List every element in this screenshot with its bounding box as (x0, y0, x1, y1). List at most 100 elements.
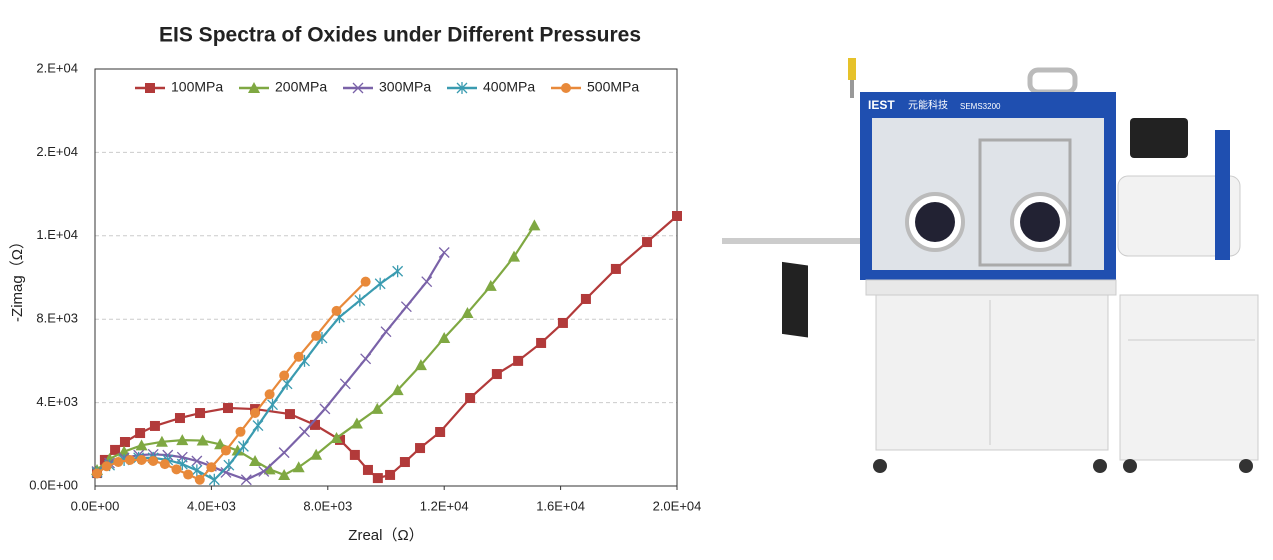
marker (248, 82, 260, 93)
marker (195, 408, 206, 419)
marker (435, 426, 446, 437)
marker (299, 426, 310, 438)
marker (380, 326, 392, 338)
pipe (1027, 67, 1078, 95)
screen (1130, 118, 1188, 158)
logo: IEST (868, 98, 895, 112)
marker (484, 279, 497, 291)
marker (310, 448, 323, 460)
marker (135, 439, 148, 451)
marker (191, 455, 203, 467)
marker (309, 419, 320, 430)
marker (174, 413, 185, 424)
y-axis-label: -Zimag（Ω） (9, 234, 26, 322)
x-tick-label: 0.0E+00 (71, 498, 120, 513)
wheel (1123, 459, 1137, 473)
marker (580, 293, 591, 304)
marker (672, 210, 682, 221)
marker (148, 455, 159, 466)
marker (279, 370, 290, 381)
marker (319, 403, 331, 415)
marker (349, 449, 360, 460)
antechamber (1117, 175, 1241, 257)
marker (278, 468, 291, 480)
marker (220, 445, 231, 456)
marker (642, 237, 653, 248)
marker (119, 437, 130, 448)
marker (145, 83, 155, 93)
marker (284, 409, 295, 420)
marker (385, 469, 396, 480)
marker (461, 306, 474, 318)
marker (159, 459, 170, 470)
marker (149, 420, 160, 431)
marker (258, 465, 270, 477)
marker (124, 454, 135, 465)
marker (528, 219, 541, 231)
legend-label: 100MPa (171, 79, 223, 95)
chart-title: EIS Spectra of Oxides under Different Pr… (159, 24, 641, 47)
marker (352, 82, 364, 94)
marker (194, 474, 205, 485)
marker (252, 419, 264, 432)
marker (391, 384, 404, 396)
marker (235, 426, 246, 437)
marker (237, 440, 249, 453)
model: SEMS3200 (960, 102, 1001, 111)
marker (331, 305, 342, 316)
wheel (1239, 459, 1253, 473)
marker (354, 294, 366, 307)
marker (400, 301, 412, 313)
marker (508, 250, 521, 262)
x-tick-label: 2.0E+04 (653, 498, 702, 513)
x-tick-label: 4.0E+03 (187, 498, 236, 513)
marker (267, 398, 278, 411)
marker (360, 276, 371, 287)
marker (110, 444, 121, 455)
marker (374, 277, 386, 290)
marker (208, 473, 220, 486)
marker (293, 351, 304, 362)
beacon-pole (850, 80, 854, 98)
marker (456, 82, 468, 94)
cabinet (875, 294, 1109, 451)
plot-frame (94, 68, 678, 487)
marker (339, 378, 351, 390)
marker (281, 377, 293, 390)
y-tick-label: 2.E+04 (36, 60, 78, 75)
x-axis-label: Zreal（Ω） (348, 527, 423, 544)
marker (438, 247, 450, 258)
marker (371, 402, 384, 414)
marker (171, 464, 182, 475)
marker (362, 464, 373, 475)
marker (249, 454, 262, 466)
marker (240, 474, 252, 486)
marker (610, 263, 621, 274)
y-tick-label: 4.E+03 (36, 394, 78, 409)
marker (414, 359, 427, 371)
marker (250, 408, 261, 419)
marker (561, 83, 571, 93)
glovebox-window (872, 118, 1104, 270)
marker (360, 353, 372, 365)
marker (196, 434, 209, 446)
marker (330, 432, 343, 444)
glove (1020, 202, 1060, 242)
marker (278, 447, 290, 459)
marker (223, 459, 235, 472)
brand: 元能科技 (908, 99, 948, 112)
marker (231, 444, 244, 456)
wheel (873, 459, 887, 473)
marker (183, 469, 194, 480)
x-tick-label: 1.2E+04 (420, 498, 469, 513)
marker (292, 461, 305, 473)
x-tick-label: 1.6E+04 (536, 498, 585, 513)
marker (513, 355, 524, 366)
marker (92, 468, 103, 479)
y-tick-label: 1.E+04 (36, 227, 78, 242)
x-tick-label: 8.0E+03 (303, 498, 352, 513)
legend-label: 500MPa (587, 79, 639, 95)
legend-label: 200MPa (275, 79, 327, 95)
